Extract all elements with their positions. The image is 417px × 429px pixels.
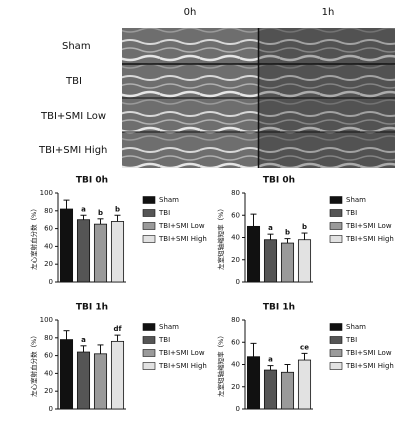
legend-label: Sham [346,196,366,204]
y-tick-label: 80 [231,189,240,197]
bar-label: a [268,224,273,232]
bar [59,339,74,410]
y-tick-label: 100 [40,316,53,324]
bar [280,242,295,283]
legend-label: TBI [158,336,170,344]
row-label: TBI [65,76,82,87]
row-label: Sham [62,41,91,52]
legend-label: TBI+SMI Low [158,222,205,230]
y-tick-label: 0 [49,278,53,286]
legend-swatch [142,323,156,331]
y-tick-label: 20 [44,387,53,395]
chart-title: TBI 0h [263,176,295,186]
bar [59,208,74,283]
bar [297,239,312,283]
chart-title: TBI 1h [76,303,108,313]
legend-label: TBI [158,209,170,217]
y-tick-label: 80 [44,207,53,215]
legend-swatch [142,336,156,344]
bar [110,221,125,283]
bar [76,351,91,410]
y-tick-label: 20 [231,256,240,264]
y-tick-label: 20 [44,260,53,268]
legend-swatch [142,222,156,230]
chart-title: TBI 0h [76,176,108,186]
y-tick-label: 0 [236,405,240,413]
chart-title: TBI 1h [263,303,295,313]
bar [110,340,125,410]
bar [246,225,261,283]
y-tick-label: 60 [231,211,240,219]
legend-swatch [142,196,156,204]
row-label: TBI+SMI High [38,145,107,156]
y-axis-label: 左室短轴缩短率（%） [216,205,225,270]
legend-swatch [142,209,156,217]
bar [93,353,108,410]
legend-label: TBI+SMI High [158,235,207,243]
bar-label: b [285,229,290,237]
bar [76,219,91,283]
legend-label: Sham [159,196,179,204]
bar-label: a [81,205,86,213]
bar [263,239,278,283]
bar-label: a [268,356,273,364]
legend-swatch [329,362,343,370]
bar-label: b [98,209,103,217]
legend-swatch [329,196,343,204]
legend-label: TBI [345,209,357,217]
y-tick-label: 80 [231,316,240,324]
bar [93,223,108,283]
y-tick-label: 40 [44,242,53,250]
bar-label: df [113,325,122,333]
bar-label: a [81,336,86,344]
legend-swatch [329,336,343,344]
y-tick-label: 60 [44,225,53,233]
y-tick-label: 0 [236,278,240,286]
legend-label: Sham [159,323,179,331]
legend-swatch [329,209,343,217]
y-axis-label: 左心室射血分数（%） [29,205,38,270]
y-tick-label: 60 [44,352,53,360]
legend-swatch [329,323,343,331]
legend-label: TBI [345,336,357,344]
bar [246,356,261,410]
legend-label: TBI+SMI Low [345,349,392,357]
y-axis-label: 左室短轴缩短率（%） [216,332,225,397]
legend-swatch [329,222,343,230]
legend-swatch [142,349,156,357]
legend-swatch [329,235,343,243]
legend-label: TBI+SMI High [345,362,394,370]
bar-label: b [302,223,307,231]
y-tick-label: 40 [231,361,240,369]
row-label: TBI+SMI Low [40,111,106,122]
y-tick-label: 60 [231,338,240,346]
y-axis-label: 左心室射血分数（%） [29,332,38,397]
column-label: 1h [322,7,335,18]
legend-swatch [142,235,156,243]
y-tick-label: 0 [49,405,53,413]
bar [297,359,312,410]
column-label: 0h [184,7,197,18]
bar [280,371,295,410]
y-tick-label: 100 [40,189,53,197]
legend-label: TBI+SMI Low [158,349,205,357]
legend-label: TBI+SMI High [345,235,394,243]
legend-label: TBI+SMI High [158,362,207,370]
bar-label: b [115,205,120,213]
legend-label: TBI+SMI Low [345,222,392,230]
y-tick-label: 20 [231,383,240,391]
legend-swatch [329,349,343,357]
y-tick-label: 40 [231,234,240,242]
echo-panel: 0h 1h Sham TBI TBI+SMI Low TBI+SMI High [38,7,395,168]
legend-label: Sham [346,323,366,331]
bar-label: ce [300,343,309,351]
legend-swatch [142,362,156,370]
bar [263,369,278,410]
y-tick-label: 80 [44,334,53,342]
y-tick-label: 40 [44,369,53,377]
